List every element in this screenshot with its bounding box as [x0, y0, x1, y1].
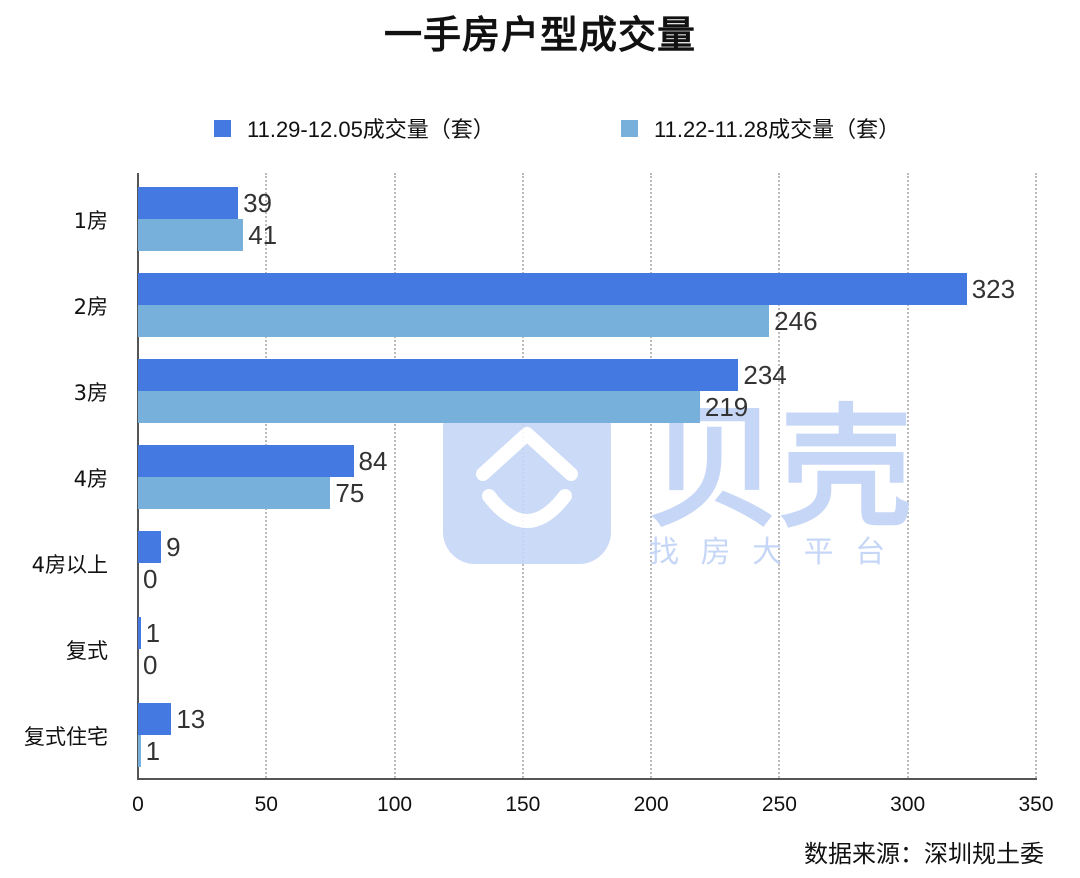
bar-series-2 [138, 219, 244, 251]
gridline-350 [1035, 173, 1037, 778]
bar-series-2 [138, 305, 770, 337]
bar-value-label: 234 [743, 360, 787, 390]
bar-series-1 [138, 617, 141, 649]
bar-series-1 [138, 273, 967, 305]
x-axis-line [137, 778, 1037, 780]
legend-swatch-current-week [214, 119, 231, 137]
legend-swatch-previous-week [621, 119, 638, 137]
category-label: 3房 [73, 381, 108, 405]
bar-value-label: 0 [143, 564, 158, 594]
x-tick-label-150: 150 [505, 793, 541, 816]
bar-series-1 [138, 187, 239, 219]
bar-value-label: 39 [243, 188, 272, 218]
legend-item-current-week: 11.29-12.05成交量（套） [214, 112, 495, 144]
data-source-note: 数据来源：深圳规土委 [804, 840, 1044, 868]
x-tick-label-100: 100 [377, 793, 413, 816]
gridline-300 [906, 173, 909, 778]
bar-series-1 [138, 359, 739, 391]
bar-value-label: 323 [971, 274, 1016, 304]
chart-title: 一手房户型成交量 [383, 13, 696, 57]
category-label: 1房 [73, 209, 108, 233]
legend: 11.29-12.05成交量（套） 11.22-11.28成交量（套） [0, 112, 1080, 142]
x-tick-label-50: 50 [254, 793, 278, 816]
gridline-100 [393, 173, 396, 778]
bar-value-label: 84 [358, 446, 388, 476]
x-tick-label-200: 200 [633, 793, 669, 816]
bar-series-1 [138, 445, 354, 477]
x-tick-label-350: 350 [1018, 793, 1054, 816]
bar-series-2 [138, 391, 700, 423]
bar-value-label: 1 [145, 736, 161, 766]
category-label: 4房 [73, 467, 108, 491]
bar-series-1 [138, 531, 162, 563]
x-tick-label-0: 0 [132, 793, 144, 816]
legend-label-current-week: 11.29-12.05成交量（套） [247, 117, 495, 142]
x-tick-label-300: 300 [890, 793, 926, 816]
bar-value-label: 219 [704, 392, 749, 422]
category-label: 复式住宅 [24, 725, 108, 749]
category-label: 4房以上 [31, 553, 108, 577]
category-label: 复式 [66, 639, 108, 663]
gridline-200 [650, 173, 653, 778]
x-tick-label-250: 250 [761, 793, 797, 816]
bar-series-2 [138, 735, 141, 767]
bar-value-label: 13 [176, 704, 206, 734]
bar-value-label: 41 [248, 220, 278, 250]
legend-label-previous-week: 11.22-11.28成交量（套） [654, 117, 901, 142]
bar-value-label: 75 [335, 478, 365, 508]
bar-value-label: 1 [145, 618, 161, 648]
gridline-150 [521, 173, 524, 778]
bar-value-label: 246 [774, 306, 818, 336]
bar-value-label: 0 [143, 650, 158, 680]
svg-text:找 房 大 平 台: 找 房 大 平 台 [649, 535, 891, 566]
bar-value-label: 9 [166, 532, 181, 562]
bar-series-1 [138, 703, 172, 735]
bar-series-2 [138, 477, 331, 509]
legend-item-previous-week: 11.22-11.28成交量（套） [621, 112, 900, 144]
gridline-250 [778, 173, 781, 778]
category-label: 2房 [73, 295, 108, 319]
